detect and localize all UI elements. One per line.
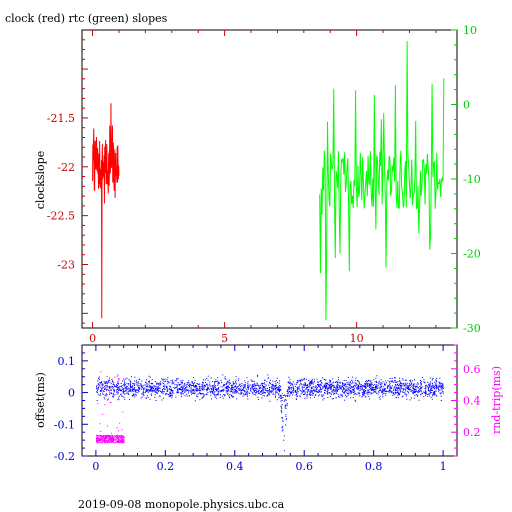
top-y2-tick-label: 0 (463, 99, 470, 112)
top-y2-tick-label: -30 (463, 322, 481, 335)
bottom-y-tick-label: 0 (68, 387, 75, 400)
top-y2-tick-label: -20 (463, 248, 481, 261)
bottom-plot-frame (81, 344, 458, 457)
top-y2-tick-label: 10 (463, 24, 477, 37)
bottom-y-tick-label: -0.1 (54, 418, 75, 431)
bottom-panel: offset(ms) rnd-trip(ms) 0 0.2 0.4 0.6 0.8 1 0… (34, 344, 503, 473)
bottom-left-y-axis: 0.1 0 -0.1 -0.2 (54, 344, 88, 463)
top-x-tick-label: 0 (89, 332, 96, 345)
bottom-y2label: rnd-trip(ms) (490, 366, 503, 434)
top-y-tick-label: -21.5 (47, 112, 75, 125)
bottom-right-y-axis: 0.6 0.4 0.2 (451, 344, 481, 457)
footer-text: 2019-09-08 monopole.physics.ubc.ca (78, 498, 285, 511)
bottom-y2-tick-label: 0.2 (463, 426, 481, 439)
chart-title: clock (red) rtc (green) slopes (5, 12, 168, 25)
bottom-x-tick-label: 0.4 (226, 460, 244, 473)
bottom-y-tick-label: 0.1 (58, 355, 76, 368)
bottom-x-tick-label: 1 (440, 460, 447, 473)
bottom-x-axis: 0 0.2 0.4 0.6 0.8 1 (92, 345, 447, 473)
bottom-x-tick-label: 0.6 (295, 460, 313, 473)
top-x-axis: 0 5 10 (89, 30, 437, 345)
top-ylabel: clockslope (34, 151, 47, 209)
top-panel: clockslope 0 5 10 -21.5 -22 -22.5 -23 10 0 -10 -… (34, 24, 481, 345)
top-y-tick-label: -22 (57, 161, 75, 174)
top-plot-frame (81, 29, 458, 329)
bottom-y2-tick-label: 0.6 (463, 363, 481, 376)
bottom-x-tick-label: 0.2 (157, 460, 175, 473)
bottom-y2-tick-label: 0.4 (463, 395, 481, 408)
top-right-y-axis: 10 0 -10 -20 -30 (451, 24, 481, 335)
offset-points (95, 374, 445, 452)
bottom-x-tick-label: 0 (92, 460, 99, 473)
top-left-y-axis: -21.5 -22 -22.5 -23 (47, 39, 88, 324)
rtc-series-line (319, 41, 445, 321)
clock-series-line (92, 103, 120, 319)
top-y-tick-label: -22.5 (47, 210, 75, 223)
top-x-tick-label: 5 (221, 332, 228, 345)
rnd-trip-series (95, 371, 125, 444)
rnd-trip-points (95, 371, 125, 444)
top-x-tick-label: 10 (350, 332, 364, 345)
offset-series (95, 374, 445, 452)
top-y-tick-label: -23 (57, 258, 75, 271)
top-y2-tick-label: -10 (463, 173, 481, 186)
clock-series (92, 103, 120, 319)
bottom-y-tick-label: -0.2 (54, 450, 75, 463)
bottom-ylabel: offset(ms) (34, 372, 47, 428)
bottom-x-tick-label: 0.8 (365, 460, 383, 473)
rtc-series (319, 41, 445, 321)
